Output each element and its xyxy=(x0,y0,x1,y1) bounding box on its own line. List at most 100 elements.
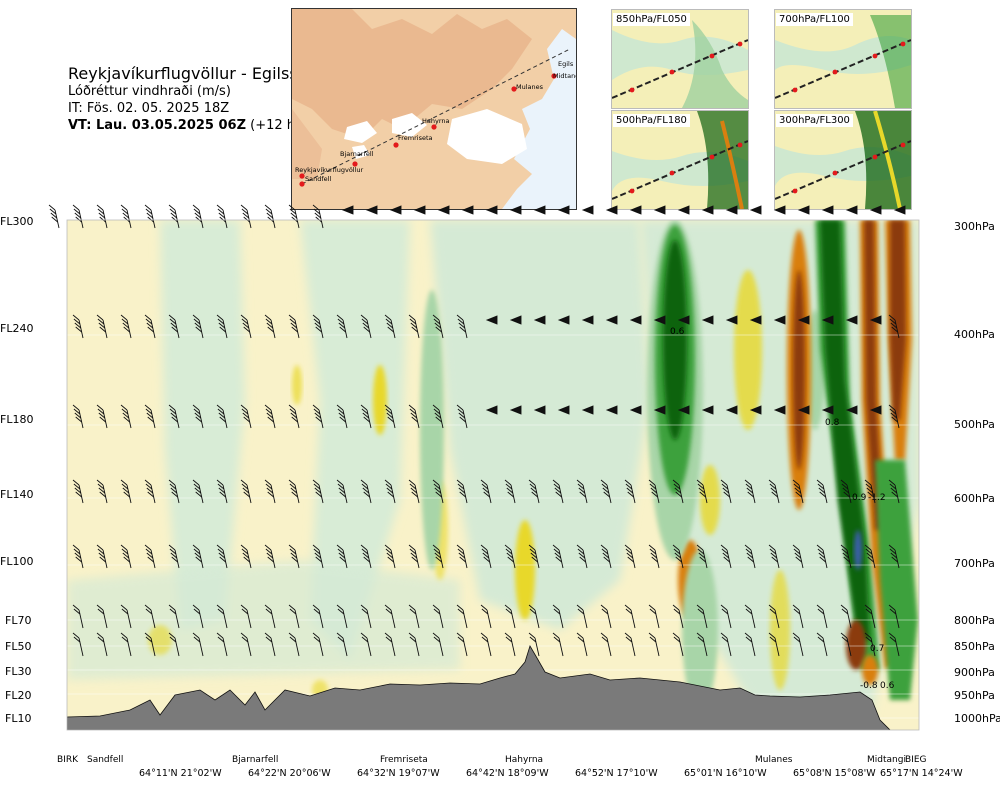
wind-barb xyxy=(605,405,618,415)
wind-barb xyxy=(168,632,180,657)
wind-barb xyxy=(840,479,852,504)
wind-barb xyxy=(768,632,780,657)
hpa-label: 900hPa xyxy=(954,666,995,679)
wind-barb xyxy=(264,604,276,629)
fl-label: FL10 xyxy=(5,712,32,725)
wind-barb xyxy=(605,315,618,325)
map-label-mulanes: Mulanes xyxy=(516,83,544,91)
wind-barb xyxy=(629,205,642,215)
wind-barb xyxy=(600,604,612,629)
wind-barb xyxy=(456,314,468,339)
thumbnail-700hpa[interactable]: 700hPa/FL100 xyxy=(774,9,912,109)
wind-barb xyxy=(701,315,714,325)
wind-barbs xyxy=(48,204,906,657)
wind-barb xyxy=(413,205,426,215)
wind-barb xyxy=(432,632,444,657)
wind-barb xyxy=(288,632,300,657)
wind-barb xyxy=(437,205,450,215)
wind-barb xyxy=(624,479,636,504)
fl-label: FL20 xyxy=(5,689,32,702)
wind-barb xyxy=(629,315,642,325)
wind-barb xyxy=(677,405,690,415)
wind-barb xyxy=(816,604,828,629)
contour-label: 0.6 xyxy=(670,327,685,337)
coord-label: 64°52'N 17°10'W xyxy=(575,768,658,779)
wind-barb xyxy=(120,479,132,504)
wind-barb xyxy=(288,544,300,569)
thumbnail-300hpa[interactable]: 300hPa/FL300 xyxy=(774,110,912,210)
wind-barb xyxy=(749,315,762,325)
wind-barb xyxy=(456,479,468,504)
station-label: Fremriseta xyxy=(380,755,428,765)
wind-barb xyxy=(840,632,852,657)
wind-barb xyxy=(749,405,762,415)
wind-barb xyxy=(168,404,180,429)
wind-barb xyxy=(360,404,372,429)
wind-barb xyxy=(557,315,570,325)
wind-barb xyxy=(653,315,666,325)
contour-label: -1.2 xyxy=(868,493,886,503)
vertical-velocity-field xyxy=(67,220,919,730)
thumbnail-label: 850hPa/FL050 xyxy=(613,13,690,26)
wind-barb xyxy=(192,204,204,229)
wind-barb xyxy=(216,404,228,429)
wind-barb xyxy=(504,632,516,657)
thumbnail-850hpa[interactable]: 850hPa/FL050 xyxy=(611,9,749,109)
wind-barb xyxy=(72,204,84,229)
wind-barb xyxy=(653,405,666,415)
wind-barb xyxy=(192,632,204,657)
wind-barb xyxy=(744,479,756,504)
wind-barb xyxy=(840,604,852,629)
wind-barb xyxy=(648,544,660,569)
wind-barb xyxy=(264,204,276,229)
hpa-label: 600hPa xyxy=(954,492,995,505)
hpa-label: 300hPa xyxy=(954,220,995,233)
wind-barb xyxy=(456,604,468,629)
wind-barb xyxy=(797,315,810,325)
wind-barb xyxy=(888,544,900,569)
wind-barb xyxy=(216,604,228,629)
wind-barb xyxy=(120,632,132,657)
wind-barb xyxy=(408,632,420,657)
wind-barb xyxy=(744,604,756,629)
thumbnail-label: 300hPa/FL300 xyxy=(776,114,853,127)
initial-time: IT: Fös. 02. 05. 2025 18Z xyxy=(68,101,230,116)
wind-barb xyxy=(144,604,156,629)
wind-barb xyxy=(240,479,252,504)
coord-label: 65°17'N 14°24'W xyxy=(880,768,963,779)
wind-barb xyxy=(360,544,372,569)
wind-barb xyxy=(288,314,300,339)
wind-barb xyxy=(768,544,780,569)
wind-barb xyxy=(341,205,354,215)
map-label-egils: Egils xyxy=(558,60,574,68)
wind-barb xyxy=(845,405,858,415)
wind-barb xyxy=(773,205,786,215)
wind-barb xyxy=(600,544,612,569)
wind-barb xyxy=(192,314,204,339)
wind-barb xyxy=(552,479,564,504)
wind-barb xyxy=(773,315,786,325)
wind-barb xyxy=(312,204,324,229)
wind-barb xyxy=(168,314,180,339)
wind-barb xyxy=(821,405,834,415)
station-label: BIEG xyxy=(905,755,927,765)
wind-barb xyxy=(864,479,876,504)
contour-label: 0.8 xyxy=(825,418,840,428)
wind-barb xyxy=(672,544,684,569)
wind-barb xyxy=(216,544,228,569)
wind-barb xyxy=(432,544,444,569)
wind-barb xyxy=(576,544,588,569)
wind-barb xyxy=(677,315,690,325)
wind-barb xyxy=(696,632,708,657)
valid-time: VT: Lau. 03.05.2025 06Z (+12 h) xyxy=(68,118,300,133)
wind-barb xyxy=(672,479,684,504)
thumbnail-500hpa[interactable]: 500hPa/FL180 xyxy=(611,110,749,210)
wind-barb xyxy=(552,632,564,657)
wind-barb xyxy=(240,204,252,229)
wind-barb xyxy=(485,405,498,415)
hpa-label: 950hPa xyxy=(954,689,995,702)
wind-barb xyxy=(240,314,252,339)
wind-barb xyxy=(461,205,474,215)
wind-barb xyxy=(120,204,132,229)
wind-barb xyxy=(360,314,372,339)
